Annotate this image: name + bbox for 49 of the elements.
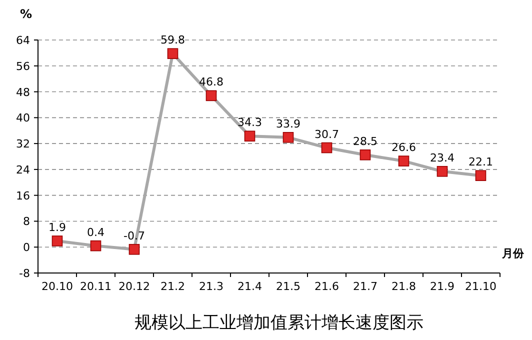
point bbox=[52, 236, 63, 246]
x-tick-label: 21.10 bbox=[465, 280, 496, 293]
point bbox=[321, 142, 332, 154]
x-tick-label: 21.9 bbox=[430, 280, 454, 293]
data-label: 59.8 bbox=[160, 34, 185, 47]
data-label: 26.6 bbox=[392, 141, 416, 154]
data-label: 23.4 bbox=[430, 151, 454, 164]
x-tick-label: 21.7 bbox=[353, 280, 378, 293]
point bbox=[436, 166, 448, 177]
x-tick-label: 21.2 bbox=[160, 280, 185, 293]
data-label: 22.1 bbox=[468, 156, 493, 169]
x-tick-label: 21.6 bbox=[314, 280, 339, 293]
data-label: 0.4 bbox=[87, 226, 104, 239]
text: 规模以上工业增加值累计增长速度图示 bbox=[134, 313, 424, 333]
data-label: 46.8 bbox=[199, 76, 224, 89]
point bbox=[167, 48, 178, 59]
y-tick-label: 48 bbox=[16, 86, 30, 99]
point bbox=[398, 156, 410, 166]
x-tick-label: 21.5 bbox=[276, 280, 300, 293]
data-label: 34.3 bbox=[238, 116, 262, 130]
data-label: 30.7 bbox=[314, 128, 339, 141]
x-tick-label: 20.12 bbox=[118, 280, 150, 293]
data-label: 28.5 bbox=[353, 134, 378, 148]
y-tick-label: 56 bbox=[16, 60, 30, 73]
point bbox=[475, 170, 486, 181]
y-tick-label: 40 bbox=[16, 112, 30, 125]
point bbox=[206, 90, 217, 102]
point bbox=[282, 132, 294, 143]
data-label: -0.7 bbox=[124, 229, 145, 242]
y-tick-label: 8 bbox=[23, 215, 30, 228]
y-tick-label: 0 bbox=[23, 241, 30, 254]
y-tick-label: 16 bbox=[16, 189, 30, 202]
point bbox=[128, 244, 140, 255]
point bbox=[244, 130, 256, 142]
x-tick-label: 21.3 bbox=[199, 280, 224, 293]
point bbox=[90, 240, 102, 252]
x-tick-label: 21.8 bbox=[392, 280, 416, 293]
y-tick-label: 24 bbox=[16, 163, 30, 176]
x-tick-label: 20.10 bbox=[42, 280, 73, 293]
y-tick-label: 64 bbox=[16, 34, 30, 47]
x-tick-label: 21.4 bbox=[238, 280, 262, 293]
y-tick-label: -8 bbox=[19, 267, 30, 280]
y-tick-label: 32 bbox=[16, 138, 30, 151]
y-axis-title: % bbox=[20, 7, 32, 21]
x-axis-title: 月份 bbox=[501, 247, 525, 260]
x-tick-label: 20.11 bbox=[80, 280, 112, 293]
data-label: 1.9 bbox=[48, 220, 66, 234]
data-label: 33.9 bbox=[276, 117, 300, 130]
point bbox=[360, 149, 371, 160]
